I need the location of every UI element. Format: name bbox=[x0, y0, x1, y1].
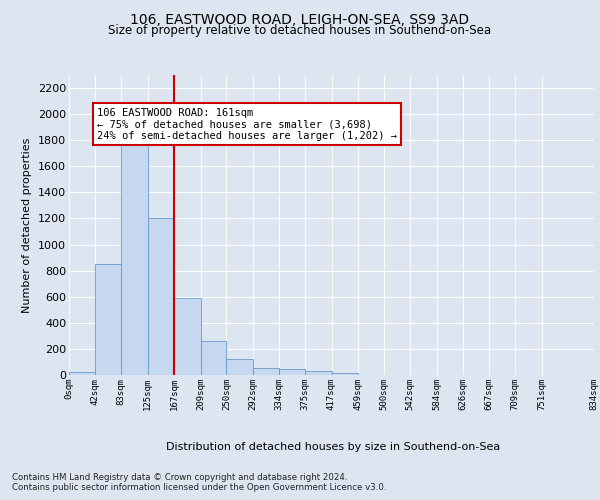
Bar bbox=[121, 140, 148, 375]
Bar bbox=[69, 372, 95, 375]
Bar bbox=[95, 264, 121, 375]
Text: Contains public sector information licensed under the Open Government Licence v3: Contains public sector information licen… bbox=[12, 484, 386, 492]
Bar bbox=[253, 368, 279, 375]
Bar bbox=[279, 369, 305, 375]
Y-axis label: Number of detached properties: Number of detached properties bbox=[22, 138, 32, 312]
Bar bbox=[200, 341, 226, 375]
Text: Distribution of detached houses by size in Southend-on-Sea: Distribution of detached houses by size … bbox=[166, 442, 500, 452]
Text: Contains HM Land Registry data © Crown copyright and database right 2024.: Contains HM Land Registry data © Crown c… bbox=[12, 472, 347, 482]
Bar bbox=[331, 373, 358, 375]
Text: 106, EASTWOOD ROAD, LEIGH-ON-SEA, SS9 3AD: 106, EASTWOOD ROAD, LEIGH-ON-SEA, SS9 3A… bbox=[130, 12, 470, 26]
Bar bbox=[226, 358, 253, 375]
Text: Size of property relative to detached houses in Southend-on-Sea: Size of property relative to detached ho… bbox=[109, 24, 491, 37]
Bar bbox=[305, 371, 331, 375]
Bar bbox=[174, 298, 200, 375]
Bar bbox=[148, 218, 174, 375]
Text: 106 EASTWOOD ROAD: 161sqm
← 75% of detached houses are smaller (3,698)
24% of se: 106 EASTWOOD ROAD: 161sqm ← 75% of detac… bbox=[97, 108, 397, 141]
